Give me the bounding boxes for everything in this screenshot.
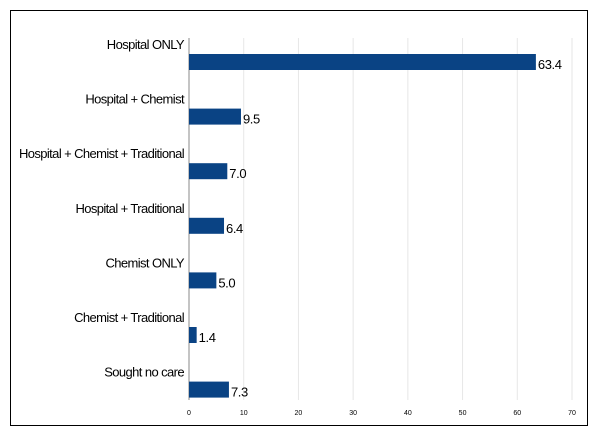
x-tick-label: 0 <box>187 410 191 417</box>
x-tick-label: 30 <box>349 410 357 417</box>
bar-6 <box>189 381 229 398</box>
x-tick-label: 20 <box>295 410 303 417</box>
category-label: Chemist ONLY <box>105 255 184 270</box>
chart-frame <box>10 10 588 426</box>
x-tick-label: 70 <box>568 410 576 417</box>
value-label: 63.4 <box>538 57 562 72</box>
value-label: 6.4 <box>226 221 243 236</box>
bar-2 <box>189 163 228 180</box>
value-label: 9.5 <box>243 112 260 127</box>
value-label: 1.4 <box>199 330 216 345</box>
category-label: Chemist + Traditional <box>74 310 185 325</box>
category-label: Hospital + Traditional <box>75 201 184 216</box>
bar-0 <box>189 54 536 70</box>
x-tick-label: 50 <box>459 410 467 417</box>
category-label: Sought no care <box>104 365 184 380</box>
bar-3 <box>189 217 225 234</box>
category-label: Hospital ONLY <box>107 37 185 52</box>
x-tick-label: 60 <box>513 410 521 417</box>
value-label: 7.0 <box>229 166 246 181</box>
value-label: 5.0 <box>218 275 235 290</box>
x-tick-label: 40 <box>404 410 412 417</box>
bar-5 <box>189 327 197 343</box>
bar-4 <box>189 272 217 289</box>
category-label: Hospital + Chemist + Traditional <box>19 146 185 161</box>
value-label: 7.3 <box>231 385 248 400</box>
x-tick-label: 10 <box>240 410 248 417</box>
bar-1 <box>189 108 241 125</box>
category-label: Hospital + Chemist <box>85 92 185 107</box>
